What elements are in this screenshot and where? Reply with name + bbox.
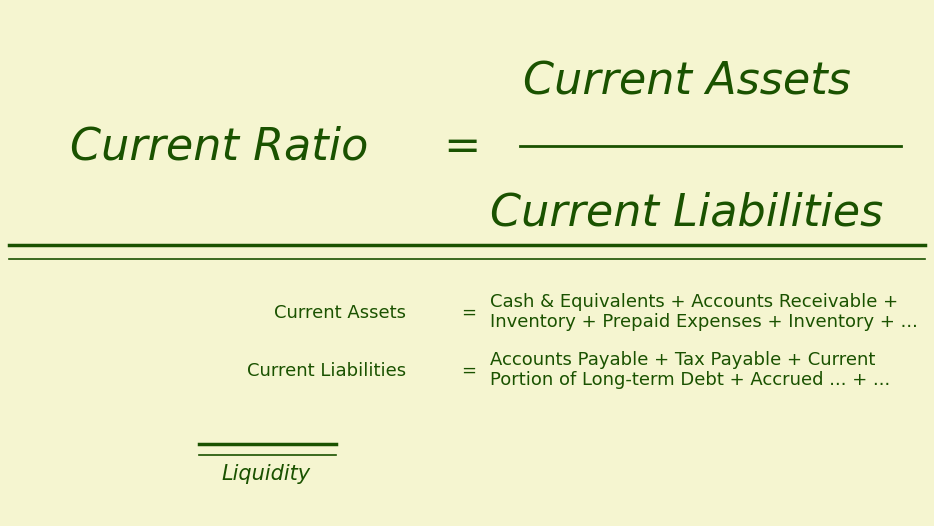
Text: =: = — [444, 126, 481, 169]
Text: =: = — [461, 362, 476, 380]
Text: Current Liabilities: Current Liabilities — [489, 191, 884, 235]
Text: Inventory + Prepaid Expenses + Inventory + ...: Inventory + Prepaid Expenses + Inventory… — [490, 313, 918, 331]
Text: Portion of Long-term Debt + Accrued ... + ...: Portion of Long-term Debt + Accrued ... … — [490, 371, 891, 389]
Text: Current Assets: Current Assets — [522, 60, 851, 103]
Text: =: = — [461, 304, 476, 322]
Text: Liquidity: Liquidity — [221, 464, 311, 484]
Text: Current Assets: Current Assets — [275, 304, 406, 322]
Text: Current Ratio: Current Ratio — [70, 126, 369, 169]
Text: Cash & Equivalents + Accounts Receivable +: Cash & Equivalents + Accounts Receivable… — [490, 294, 899, 311]
Text: Current Liabilities: Current Liabilities — [248, 362, 406, 380]
Text: Accounts Payable + Tax Payable + Current: Accounts Payable + Tax Payable + Current — [490, 351, 876, 369]
